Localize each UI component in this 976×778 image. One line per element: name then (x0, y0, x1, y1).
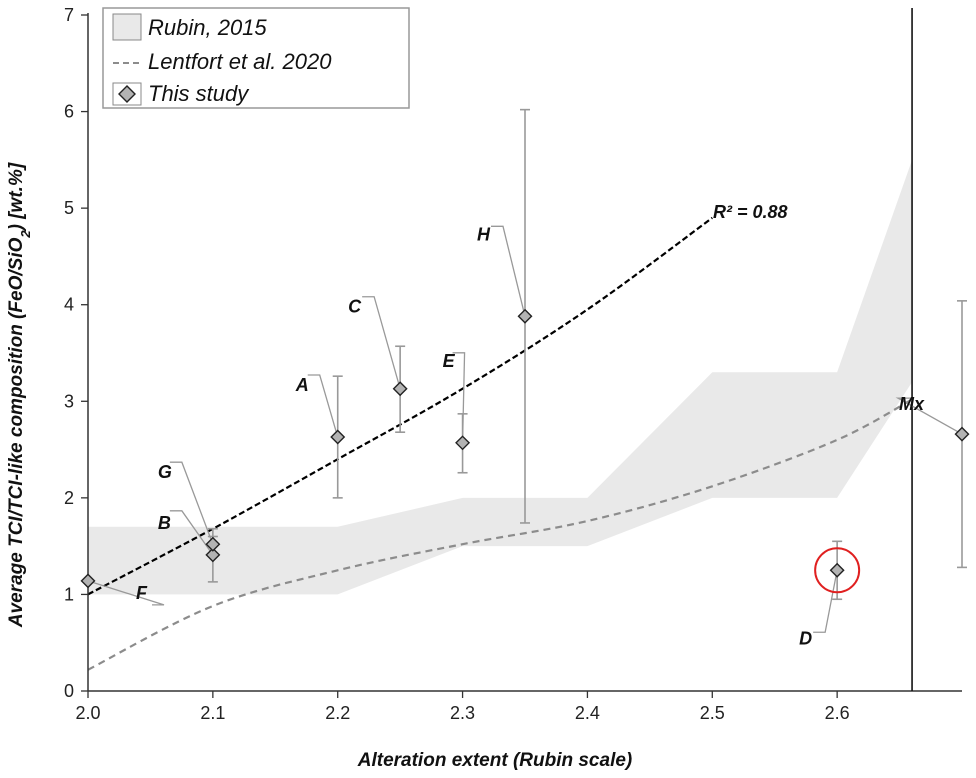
rubin-band (88, 159, 913, 595)
legend-label-this-study: This study (148, 81, 250, 106)
point-label-Mx: Mx (899, 394, 925, 414)
legend-diamond-icon (118, 85, 136, 103)
leader-layer (87, 225, 963, 633)
y-tick-label: 4 (64, 295, 74, 315)
data-point-A (330, 429, 346, 445)
data-point-Mx (954, 426, 970, 442)
x-tick-label: 2.4 (575, 703, 600, 723)
point-label-C: C (348, 297, 362, 317)
y-tick-label: 6 (64, 102, 74, 122)
y-tick-label: 0 (64, 681, 74, 701)
point-label-H: H (477, 224, 491, 244)
data-point-F (80, 573, 96, 589)
legend-band-swatch (112, 13, 142, 41)
legend-label-lentfort: Lentfort et al. 2020 (148, 49, 332, 74)
lentfort-curve (87, 398, 913, 671)
leader-B (169, 510, 214, 556)
x-axis-title: Alteration extent (Rubin scale) (357, 750, 633, 771)
point-label-G: G (158, 462, 172, 482)
rubin-band-layer (88, 159, 913, 595)
y-axis-title-end: ) [wt.%] (6, 162, 27, 232)
y-tick-label: 3 (64, 391, 74, 411)
x-tick-label: 2.0 (75, 703, 100, 723)
point-label-layer: F B G A C E H D Mx (136, 224, 925, 648)
legend-box (102, 7, 410, 109)
fit-line-layer (87, 216, 713, 596)
y-axis-title-sub: 2 (18, 230, 33, 239)
leader-C (362, 296, 401, 389)
x-tick-label: 2.5 (700, 703, 725, 723)
x-tick-label: 2.2 (325, 703, 350, 723)
point-label-A: A (295, 375, 309, 395)
point-label-D: D (799, 628, 812, 648)
legend-label-rubin: Rubin, 2015 (148, 15, 267, 40)
lentfort-curve-layer (87, 398, 913, 671)
leader-Mx (895, 397, 963, 435)
x-tick-label: 2.6 (825, 703, 850, 723)
y-tick-label: 7 (64, 5, 74, 25)
y-axis-title: Average TCI/TCI-like composition (FeO/Si… (6, 162, 33, 628)
x-tick-label: 2.1 (200, 703, 225, 723)
leader-H (491, 225, 526, 317)
data-point-E (455, 435, 471, 451)
marker-layer (80, 308, 970, 594)
y-tick-label: 2 (64, 488, 74, 508)
y-axis-title-main: Average TCI/TCI-like composition (FeO/Si… (6, 237, 27, 628)
legend: Rubin, 2015 Lentfort et al. 2020 This st… (102, 7, 410, 109)
fit-r2-label: R² = 0.88 (713, 202, 788, 222)
y-tick-label: 5 (64, 198, 74, 218)
point-label-B: B (158, 513, 171, 533)
data-point-H (517, 308, 533, 324)
leader-F (87, 580, 165, 606)
point-label-E: E (443, 351, 456, 371)
y-tick-label: 1 (64, 584, 74, 604)
data-point-C (392, 381, 408, 397)
data-point-G (205, 536, 221, 552)
leader-A (307, 374, 339, 438)
data-point-D (829, 562, 845, 578)
leader-G (169, 461, 214, 545)
highlight-circle-D (814, 547, 861, 594)
data-point-B (205, 547, 221, 563)
leader-E (452, 352, 466, 443)
x-tick-label: 2.3 (450, 703, 475, 723)
fit-line (87, 216, 713, 596)
point-label-F: F (136, 583, 148, 603)
axes-layer: 2.0 2.1 2.2 2.3 2.4 2.5 2.6 0 1 2 3 4 5 6 7 (64, 5, 962, 723)
